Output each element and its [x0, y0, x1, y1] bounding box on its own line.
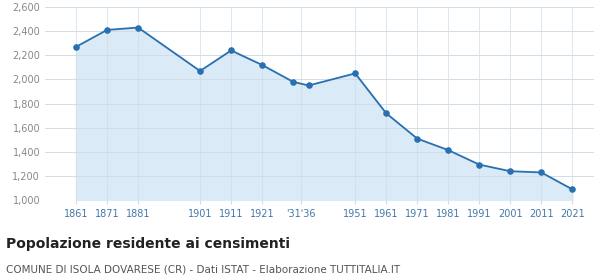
Point [505, 169, 515, 173]
Point [536, 170, 546, 175]
Point [289, 80, 298, 84]
Point [382, 111, 391, 115]
Point [350, 71, 360, 76]
Point [475, 162, 484, 167]
Point [133, 25, 143, 30]
Point [568, 187, 577, 192]
Point [102, 28, 112, 32]
Point [195, 69, 205, 73]
Point [257, 63, 267, 67]
Point [71, 45, 81, 49]
Text: Popolazione residente ai censimenti: Popolazione residente ai censimenti [6, 237, 290, 251]
Point [304, 83, 313, 88]
Point [443, 148, 453, 152]
Point [226, 48, 236, 53]
Point [412, 136, 422, 141]
Text: COMUNE DI ISOLA DOVARESE (CR) - Dati ISTAT - Elaborazione TUTTITALIA.IT: COMUNE DI ISOLA DOVARESE (CR) - Dati IST… [6, 265, 400, 275]
